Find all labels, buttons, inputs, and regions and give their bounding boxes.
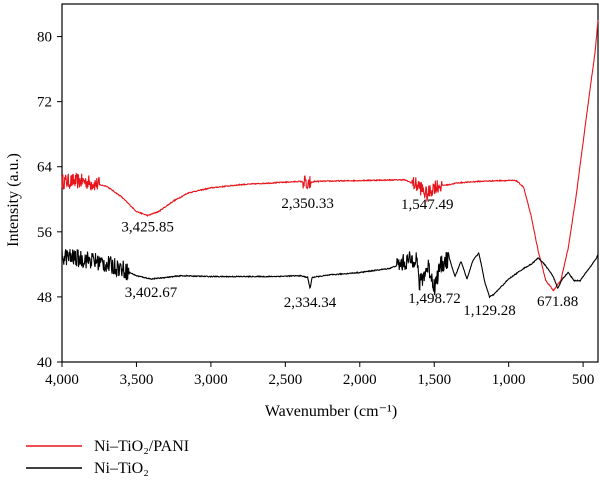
peak-label: 2,350.33	[281, 196, 334, 212]
peak-label: 3,402.67	[125, 285, 178, 301]
y-tick-label: 64	[37, 160, 53, 176]
peak-label: 1,547.49	[401, 197, 454, 213]
x-axis-title: Wavenumber (cm⁻¹)	[265, 403, 397, 420]
peak-label: 2,334.34	[284, 295, 337, 311]
axes: 4,000 3,500 3,000 2,500 2,000 1,500 1,000 500 40…	[37, 30, 594, 388]
peak-label: 1,129.28	[463, 303, 516, 319]
peak-label: 671.88	[537, 294, 578, 310]
y-tick-label: 72	[37, 95, 52, 111]
x-tick-label: 2,500	[268, 372, 302, 388]
x-tick-label: 3,500	[120, 372, 154, 388]
series-line-0	[61, 19, 599, 292]
series-layer	[61, 19, 599, 299]
peak-annotations: 3,425.85 2,350.33 1,547.49 3,402.67 2,334.34…	[121, 196, 578, 319]
y-tick-label: 40	[37, 355, 52, 371]
y-tick-label: 80	[37, 30, 52, 46]
peak-label: 1,498.72	[408, 291, 461, 307]
y-tick-label: 56	[37, 225, 53, 241]
x-tick-label: 1,500	[417, 372, 451, 388]
legend-label-1: Ni–TiO₂	[94, 460, 149, 477]
x-tick-label: 500	[572, 372, 595, 388]
x-tick-label: 4,000	[45, 372, 79, 388]
series-line-1	[61, 249, 599, 299]
legend: Ni–TiO₂/PANI Ni–TiO₂	[26, 438, 189, 477]
y-axis-title: Intensity (a.u.)	[5, 153, 22, 247]
peak-label: 3,425.85	[121, 220, 174, 236]
x-tick-label: 2,000	[343, 372, 377, 388]
y-tick-label: 48	[37, 290, 52, 306]
x-tick-label: 3,000	[194, 372, 228, 388]
legend-label-0: Ni–TiO₂/PANI	[94, 438, 189, 455]
x-tick-label: 1,000	[492, 372, 526, 388]
